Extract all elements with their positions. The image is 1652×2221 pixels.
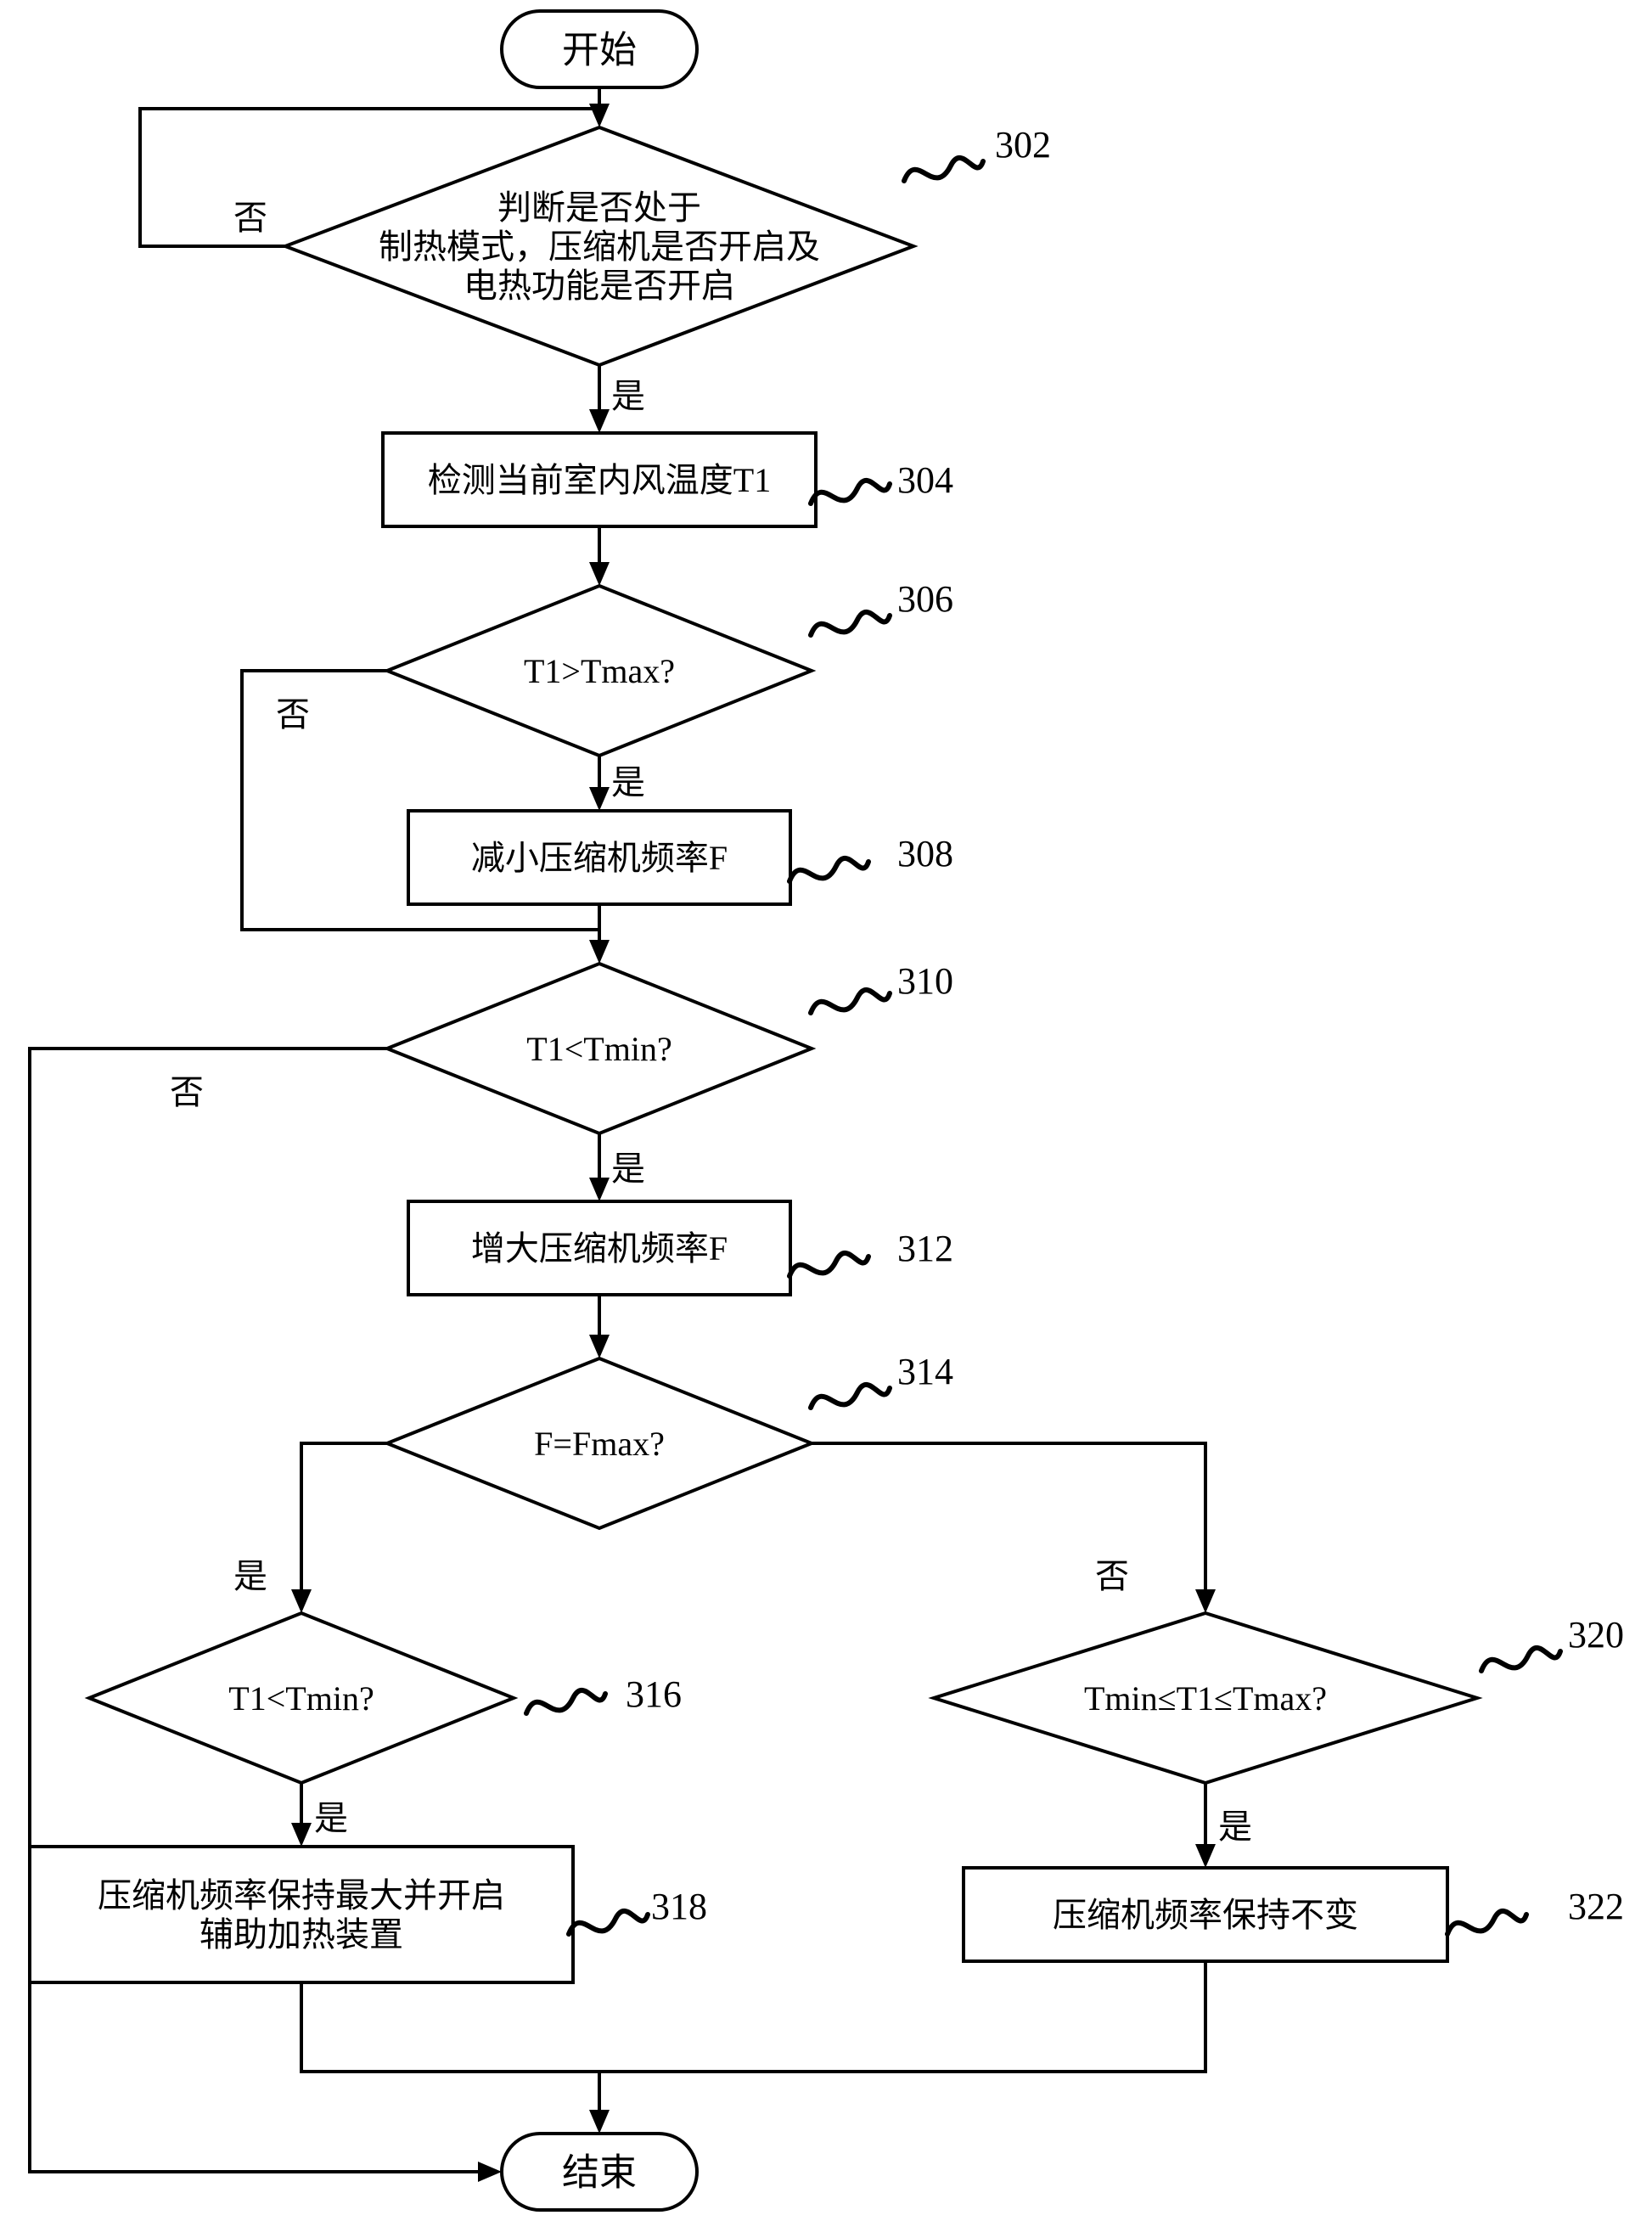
edge-label-d314-left: 是 (233, 1557, 267, 1595)
edge-label-d310-p312: 是 (611, 1150, 645, 1188)
d302-label: 电热功能是否开启 (464, 267, 735, 305)
node-start: 开始 (502, 11, 697, 87)
ref-306: 306 (897, 578, 953, 620)
node-p304: 检测当前室内风温度T1 (383, 433, 816, 526)
ref-320: 320 (1568, 1614, 1624, 1656)
node-p312: 增大压缩机频率F (408, 1201, 790, 1295)
node-end: 结束 (502, 2134, 697, 2210)
d306-label: T1>Tmax? (524, 652, 675, 690)
edge-label-d306-no-skip: 否 (276, 695, 310, 734)
ref-312: 312 (897, 1228, 953, 1269)
node-p322: 压缩机频率保持不变 (964, 1868, 1447, 1961)
edge-label-d314-right: 否 (1095, 1557, 1129, 1595)
edge-label-d302-no-loop: 否 (233, 199, 267, 237)
ref-310: 310 (897, 960, 953, 1002)
ref-308: 308 (897, 833, 953, 874)
d314-label: F=Fmax? (534, 1425, 665, 1463)
p308-label: 减小压缩机频率F (471, 839, 728, 877)
start-label: 开始 (562, 29, 637, 70)
end-label: 结束 (562, 2151, 637, 2193)
d310-label: T1<Tmin? (526, 1030, 671, 1068)
node-p318: 压缩机频率保持最大并开启辅助加热装置 (30, 1847, 573, 1982)
ref-322: 322 (1568, 1886, 1624, 1927)
ref-304: 304 (897, 459, 953, 501)
edge-label-d320-p322: 是 (1218, 1808, 1252, 1846)
d316-label: T1<Tmin? (228, 1679, 374, 1718)
node-p308: 减小压缩机频率F (408, 811, 790, 904)
d320-label: Tmin≤T1≤Tmax? (1084, 1679, 1327, 1718)
p322-label: 压缩机频率保持不变 (1053, 1896, 1358, 1934)
ref-302: 302 (995, 124, 1051, 166)
edge-label-d302-p304: 是 (611, 377, 645, 415)
ref-314: 314 (897, 1351, 953, 1392)
ref-318: 318 (651, 1886, 707, 1927)
p318-label: 辅助加热装置 (199, 1915, 403, 1954)
ref-316: 316 (626, 1673, 682, 1715)
edge-label-d310-no-end: 否 (170, 1073, 204, 1111)
d302-label: 判断是否处于 (497, 188, 701, 227)
p318-label: 压缩机频率保持最大并开启 (98, 1876, 505, 1915)
p304-label: 检测当前室内风温度T1 (428, 461, 771, 499)
edge-label-d316-p318: 是 (314, 1799, 348, 1837)
d302-label: 制热模式，压缩机是否开启及 (379, 228, 820, 266)
p312-label: 增大压缩机频率F (471, 1229, 728, 1268)
edge-label-d306-p308: 是 (611, 763, 645, 801)
